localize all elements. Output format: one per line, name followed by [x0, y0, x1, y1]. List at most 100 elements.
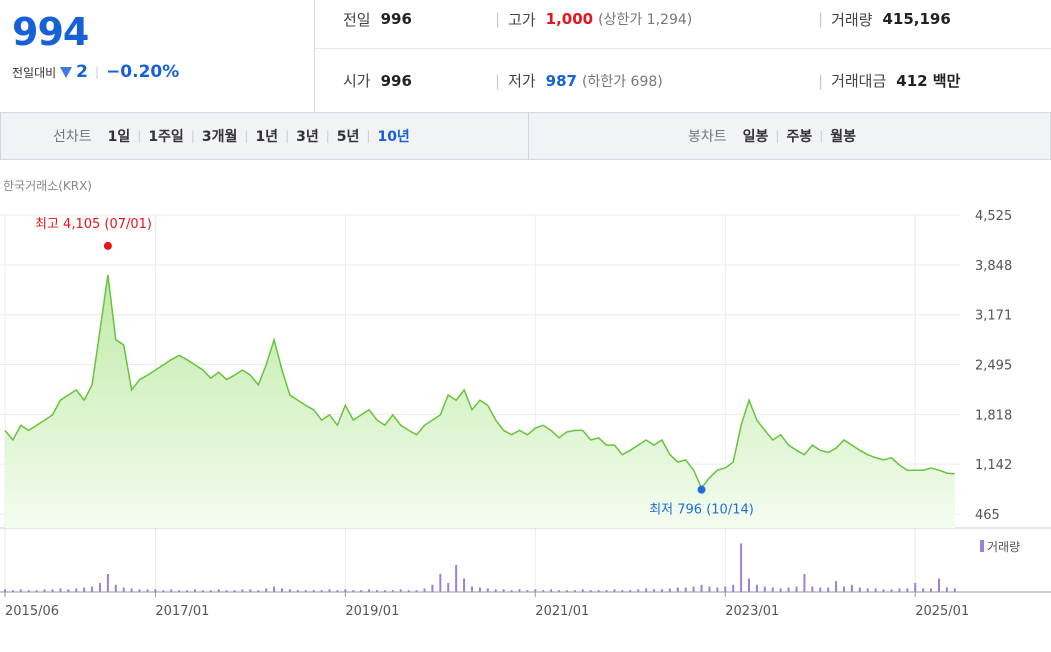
quote-row: 시가 996 | 저가 987 (하한가 698) | 거래대금 412 백만: [315, 49, 1051, 112]
volume-bar: [320, 590, 323, 592]
volume-bar: [724, 586, 727, 592]
x-tick-label: 2017/01: [155, 604, 209, 619]
separator: |: [775, 129, 780, 143]
volume-bar: [106, 574, 109, 592]
cell-value: 415,196: [882, 10, 951, 28]
volume-bar: [399, 589, 402, 592]
volume-bar: [383, 590, 386, 592]
volume-bar: [281, 588, 284, 592]
separator: |: [819, 129, 824, 143]
volume-bar: [945, 587, 948, 592]
volume-bar: [265, 588, 268, 592]
volume-bar: [795, 586, 798, 592]
area: [5, 275, 955, 528]
quote-cell: 시가 996: [343, 49, 412, 112]
volume-bar: [463, 578, 466, 592]
volume-bar: [407, 590, 410, 592]
volume-bar: [201, 590, 204, 592]
quote-cell: 전일 996: [343, 0, 412, 48]
y-tick-label: 2,495: [975, 359, 1012, 374]
volume-bar: [542, 590, 545, 592]
volume-bar: [922, 588, 925, 592]
y-tick-label: 4,525: [975, 209, 1012, 224]
quote-cell: | 거래량 415,196: [818, 0, 951, 48]
low-marker: [697, 485, 706, 494]
volume-bar: [304, 590, 307, 592]
period-tab[interactable]: 1년: [255, 129, 279, 145]
volume-bar: [43, 589, 46, 592]
volume-bar: [550, 589, 553, 592]
volume-bar: [653, 589, 656, 592]
change-row: 전일대비 2 | −0.20%: [12, 62, 179, 82]
period-tab[interactable]: 5년: [336, 129, 360, 145]
volume-bar: [352, 590, 355, 592]
volume-bar: [75, 588, 78, 592]
period-tab[interactable]: 3년: [296, 129, 319, 145]
volume-bar: [953, 588, 956, 592]
separator: |: [325, 129, 330, 143]
period-tab[interactable]: 1주일: [148, 129, 184, 145]
x-tick-label: 2025/01: [915, 604, 969, 619]
volume-bar: [59, 588, 62, 592]
cell-value: 412 백만: [896, 72, 961, 90]
volume-bar: [597, 590, 600, 592]
period-tab[interactable]: 3개월: [201, 129, 238, 145]
volume-bar: [193, 589, 196, 592]
volume-bar: [368, 589, 371, 592]
cell-value: 996: [380, 10, 412, 28]
cell-label: 고가: [508, 10, 536, 29]
period-tab[interactable]: 일봉: [742, 129, 769, 145]
period-tab[interactable]: 주봉: [786, 129, 813, 145]
volume-bar: [162, 590, 165, 592]
volume-bar: [937, 578, 940, 592]
volume-bar: [209, 590, 212, 592]
cell-label: 거래대금: [831, 72, 887, 90]
separator: |: [95, 65, 100, 79]
volume-bar: [114, 584, 117, 592]
period-tab[interactable]: 월봉: [830, 129, 857, 145]
volume-bar: [660, 589, 663, 592]
volume-bar: [589, 590, 592, 592]
volume-bar: [716, 587, 719, 592]
source: 한국거래소(KRX): [3, 179, 92, 193]
volume-bar: [842, 586, 845, 592]
volume-bar: [439, 574, 442, 592]
volume-bar: [273, 586, 276, 592]
volume-bar: [130, 588, 133, 592]
down-icon: [60, 67, 73, 78]
quote-table: 전일 996 | 고가 1,000 (상한가 1,294) | 거래량 415,196 시가 996…: [314, 0, 1051, 112]
chart-tabs: 선차트 1일 | 1주일 | 3개월 | 1년 | 3년 | 5년 | 10년 봉차트 일봉 | 주봉 | 월봉: [0, 113, 1051, 160]
high-marker: [103, 241, 112, 250]
volume-bar: [581, 589, 584, 592]
volume-bar: [328, 589, 331, 592]
volume-bar: [740, 543, 743, 592]
volume-bar: [249, 589, 252, 592]
volume-bar: [494, 589, 497, 592]
volume-bar: [637, 589, 640, 592]
volume-bar: [668, 588, 671, 592]
volume-bar: [748, 578, 751, 592]
period-tab[interactable]: 10년: [377, 129, 410, 145]
volume-bar: [486, 588, 489, 592]
line-tabs: 선차트 1일 | 1주일 | 3개월 | 1년 | 3년 | 5년 | 10년: [53, 113, 410, 159]
volume-bar: [558, 590, 561, 592]
volume-bar: [866, 588, 869, 592]
volume-bar: [779, 588, 782, 592]
volume-bar: [67, 589, 70, 592]
volume-bar: [241, 589, 244, 592]
period-tab[interactable]: 1일: [107, 129, 131, 145]
volume-bar: [122, 587, 125, 592]
volume-bar: [613, 589, 616, 592]
volume-bar: [914, 583, 917, 592]
volume-bar: [233, 590, 236, 592]
candle-tabs: 봉차트 일봉 | 주봉 | 월봉: [688, 113, 856, 159]
volume-bar: [478, 587, 481, 592]
volume-bar: [178, 590, 181, 592]
volume-bar: [376, 590, 379, 592]
volume-bar: [170, 589, 173, 592]
volume-bar: [360, 590, 363, 592]
separator: |: [818, 71, 824, 90]
volume-bar: [257, 590, 260, 592]
volume-bar: [51, 589, 54, 592]
